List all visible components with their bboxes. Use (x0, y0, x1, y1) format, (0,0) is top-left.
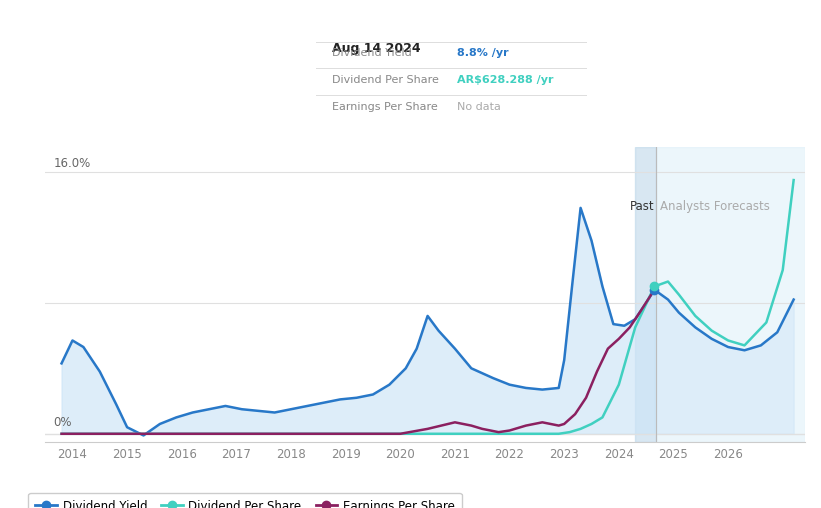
Text: Dividend Yield: Dividend Yield (333, 48, 412, 58)
Text: Aug 14 2024: Aug 14 2024 (333, 42, 421, 55)
Text: No data: No data (457, 102, 501, 112)
Text: Dividend Per Share: Dividend Per Share (333, 75, 439, 85)
Text: Earnings Per Share: Earnings Per Share (333, 102, 438, 112)
Text: AR$628.288 /yr: AR$628.288 /yr (457, 75, 553, 85)
Text: 16.0%: 16.0% (53, 157, 90, 170)
Legend: Dividend Yield, Dividend Per Share, Earnings Per Share: Dividend Yield, Dividend Per Share, Earn… (28, 493, 462, 508)
Text: Analysts Forecasts: Analysts Forecasts (660, 200, 770, 213)
Bar (635, 147, 656, 442)
Bar (656, 147, 805, 442)
Text: 8.8% /yr: 8.8% /yr (457, 48, 508, 58)
Text: 0%: 0% (53, 416, 72, 429)
Text: Past: Past (631, 200, 655, 213)
